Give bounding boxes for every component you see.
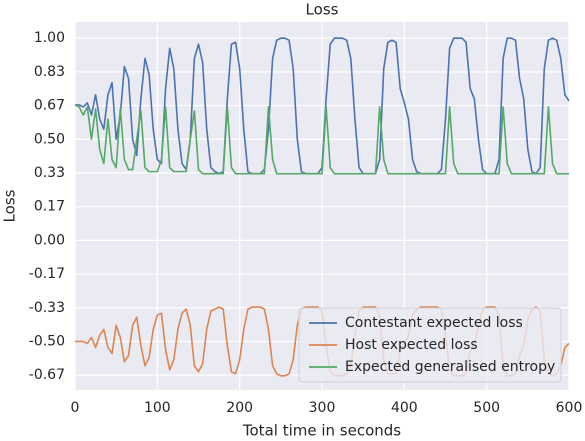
x-tick-label: 0 <box>71 400 80 416</box>
line-series <box>74 104 569 175</box>
y-tick-label: 0.83 <box>34 64 65 80</box>
y-tick-label: -0.50 <box>29 333 65 349</box>
y-tick-label: -0.67 <box>29 367 65 383</box>
legend-label: Host expected loss <box>345 337 478 353</box>
y-tick-label: 1.00 <box>34 30 65 46</box>
y-tick-label: 0.33 <box>34 165 65 181</box>
legend-box <box>298 307 562 383</box>
x-tick-label: 200 <box>226 400 253 416</box>
legend: Contestant expected loss Host expected lo… <box>298 307 562 383</box>
x-tick-label: 100 <box>144 400 171 416</box>
y-tick-label: 0.00 <box>34 232 65 248</box>
legend-label: Expected generalised entropy <box>345 359 555 375</box>
legend-label: Contestant expected loss <box>345 315 523 331</box>
x-tick-label: 300 <box>309 400 336 416</box>
x-axis-label: Total time in seconds <box>242 422 401 440</box>
chart-title: Loss <box>306 1 339 19</box>
y-tick-label: 0.17 <box>34 199 65 215</box>
x-tick-label: 500 <box>473 400 500 416</box>
y-tick-label: 0.50 <box>34 131 65 147</box>
y-tick-label: -0.33 <box>29 300 65 316</box>
y-axis-label: Loss <box>1 189 19 222</box>
x-tick-label: 400 <box>391 400 418 416</box>
y-tick-label: -0.17 <box>29 266 65 282</box>
y-tick-label: 0.67 <box>34 98 65 114</box>
x-tick-label: 600 <box>556 400 583 416</box>
